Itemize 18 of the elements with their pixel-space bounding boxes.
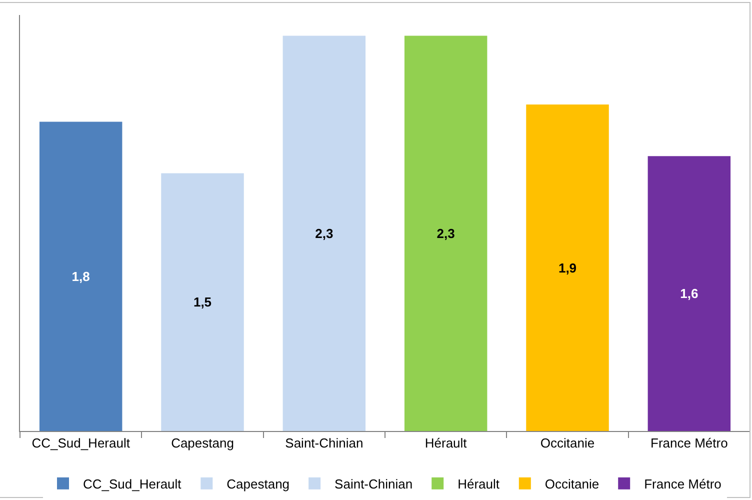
data-label: 1,6	[680, 286, 698, 302]
data-label: 1,9	[558, 260, 577, 276]
legend-label: Hérault	[458, 476, 500, 492]
x-tick-label: Hérault	[424, 436, 468, 451]
x-tick-label: Capestang	[171, 436, 234, 451]
legend-label: Capestang	[226, 476, 290, 492]
data-label: 2,3	[315, 226, 334, 241]
data-label: 1,8	[72, 268, 90, 284]
x-tick-label: France Métro	[650, 436, 728, 451]
legend-label: France Métro	[644, 476, 722, 492]
legend-label: CC_Sud_Herault	[83, 476, 182, 492]
legend-label: Occitanie	[544, 476, 600, 492]
x-tick-label: CC_Sud_Herault	[32, 436, 130, 451]
data-label: 2,3	[436, 226, 455, 241]
x-tick-label: Occitanie	[540, 436, 595, 451]
legend-label: Saint-Chinian	[334, 476, 413, 492]
data-label: 1,5	[193, 294, 212, 310]
x-tick-label: Saint-Chinian	[285, 436, 364, 451]
